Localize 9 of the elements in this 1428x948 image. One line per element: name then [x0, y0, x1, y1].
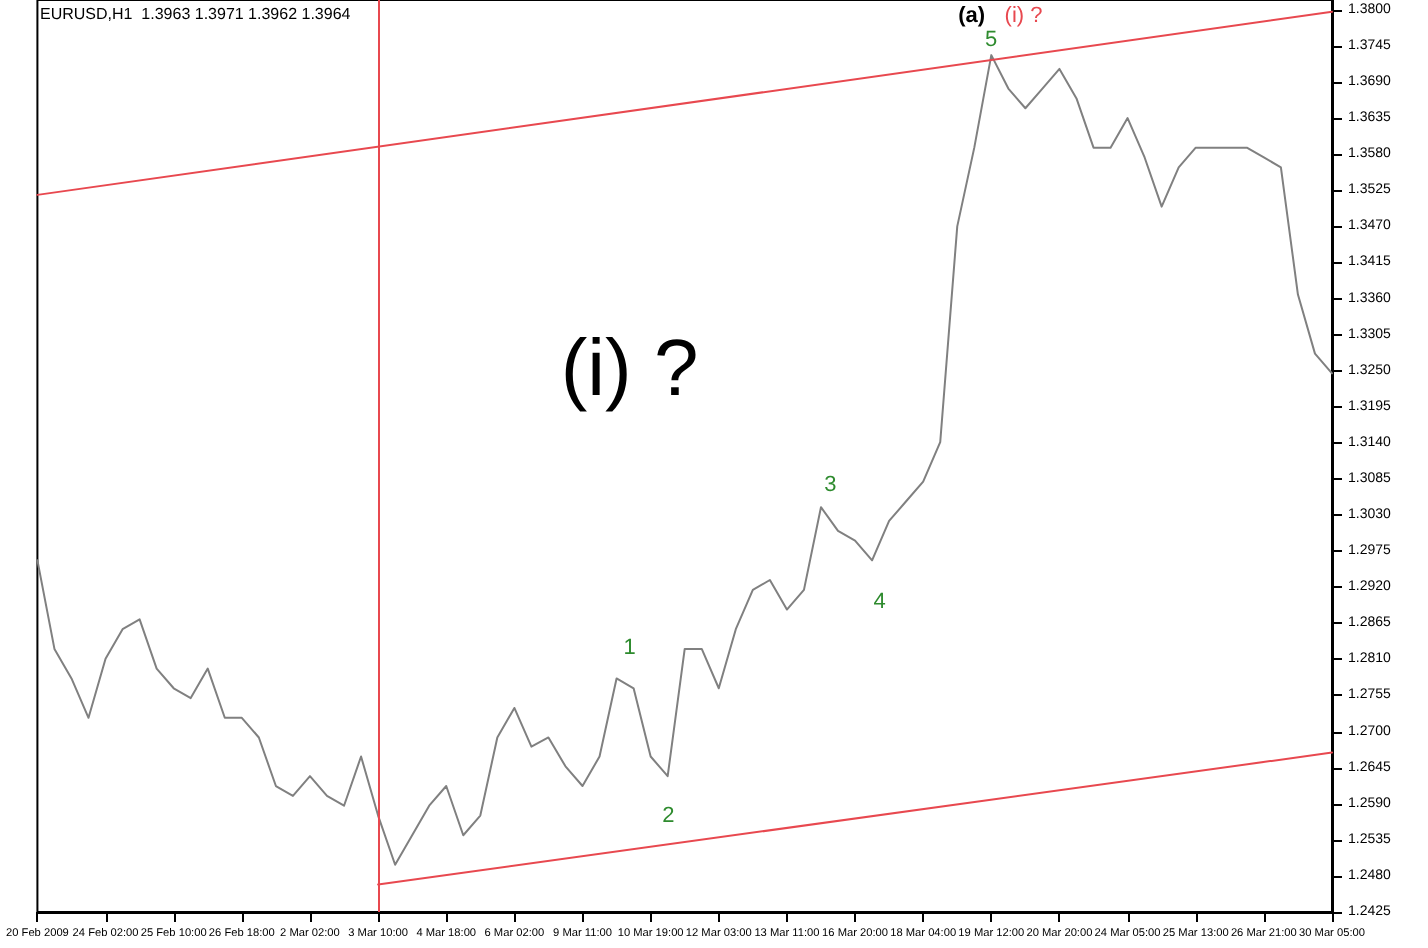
chart-title: EURUSD,H1 1.3963 1.3971 1.3962 1.3964 [40, 5, 352, 23]
annotation: (i) ? [560, 325, 699, 414]
annotation: 1 [623, 635, 636, 660]
annotation: 3 [824, 473, 837, 498]
annotation: 4 [873, 589, 886, 614]
annotation: 2 [662, 804, 675, 829]
annotation: (a) [958, 4, 986, 29]
annotation: 5 [985, 28, 998, 53]
annotation: (i) ? [1004, 4, 1043, 29]
